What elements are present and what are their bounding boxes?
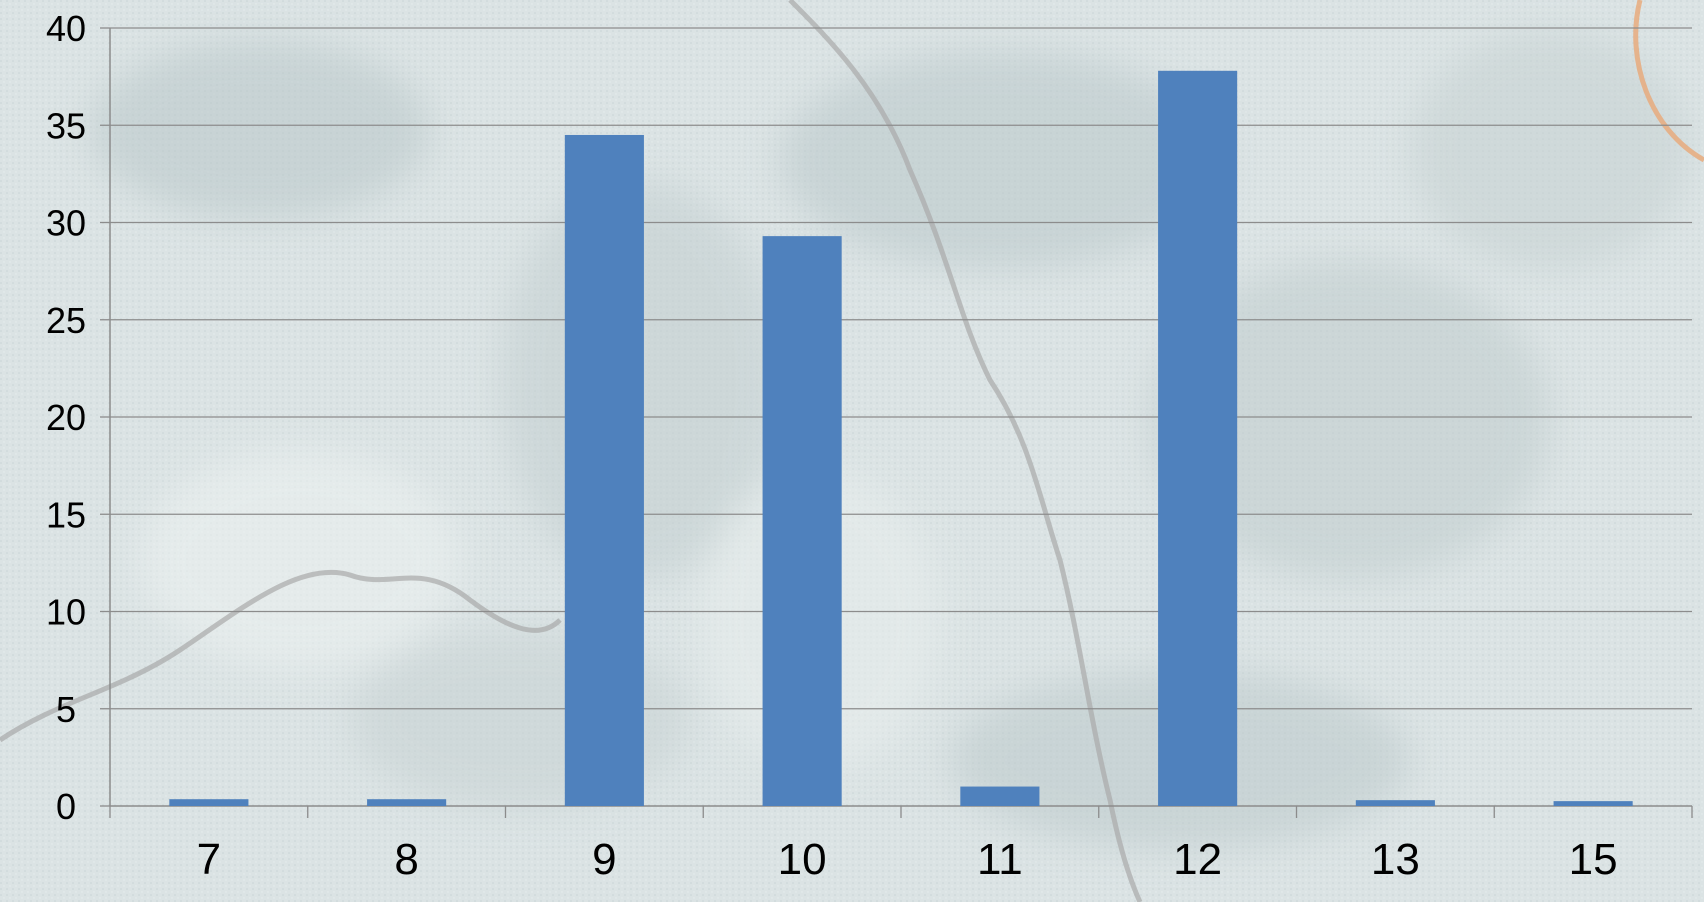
bar-12 (1158, 70, 1238, 807)
y-tick-label: 40 (46, 8, 86, 49)
bars (169, 70, 1633, 807)
bar-13 (1355, 800, 1435, 806)
y-tick-label: 15 (46, 494, 86, 535)
gridlines (100, 27, 1692, 807)
x-tick-label: 9 (592, 835, 616, 884)
bar-8 (367, 799, 447, 806)
bar-11 (960, 786, 1040, 806)
x-tick-label: 12 (1173, 835, 1222, 884)
y-tick-label: 5 (56, 689, 76, 730)
x-tick-label: 13 (1371, 835, 1420, 884)
y-tick-label: 35 (46, 105, 86, 146)
y-tick-label: 30 (46, 203, 86, 244)
x-tick-label: 11 (977, 835, 1023, 884)
x-tick-label: 8 (394, 835, 418, 884)
bar-15 (1553, 801, 1633, 806)
bar-9 (564, 134, 644, 807)
y-axis-tick-labels: 0 5 10 15 20 25 30 35 40 (46, 8, 86, 827)
x-tick-label: 7 (197, 835, 221, 884)
x-axis-tick-labels: 7 8 9 10 11 12 13 15 (197, 835, 1618, 884)
bar-10 (762, 236, 842, 807)
y-tick-label: 20 (46, 397, 86, 438)
y-tick-label: 10 (46, 592, 86, 633)
x-tick-label: 10 (778, 835, 827, 884)
y-tick-label: 25 (46, 300, 86, 341)
x-tick-label: 15 (1569, 835, 1618, 884)
y-tick-label: 0 (56, 786, 76, 827)
bar-7 (169, 799, 249, 806)
